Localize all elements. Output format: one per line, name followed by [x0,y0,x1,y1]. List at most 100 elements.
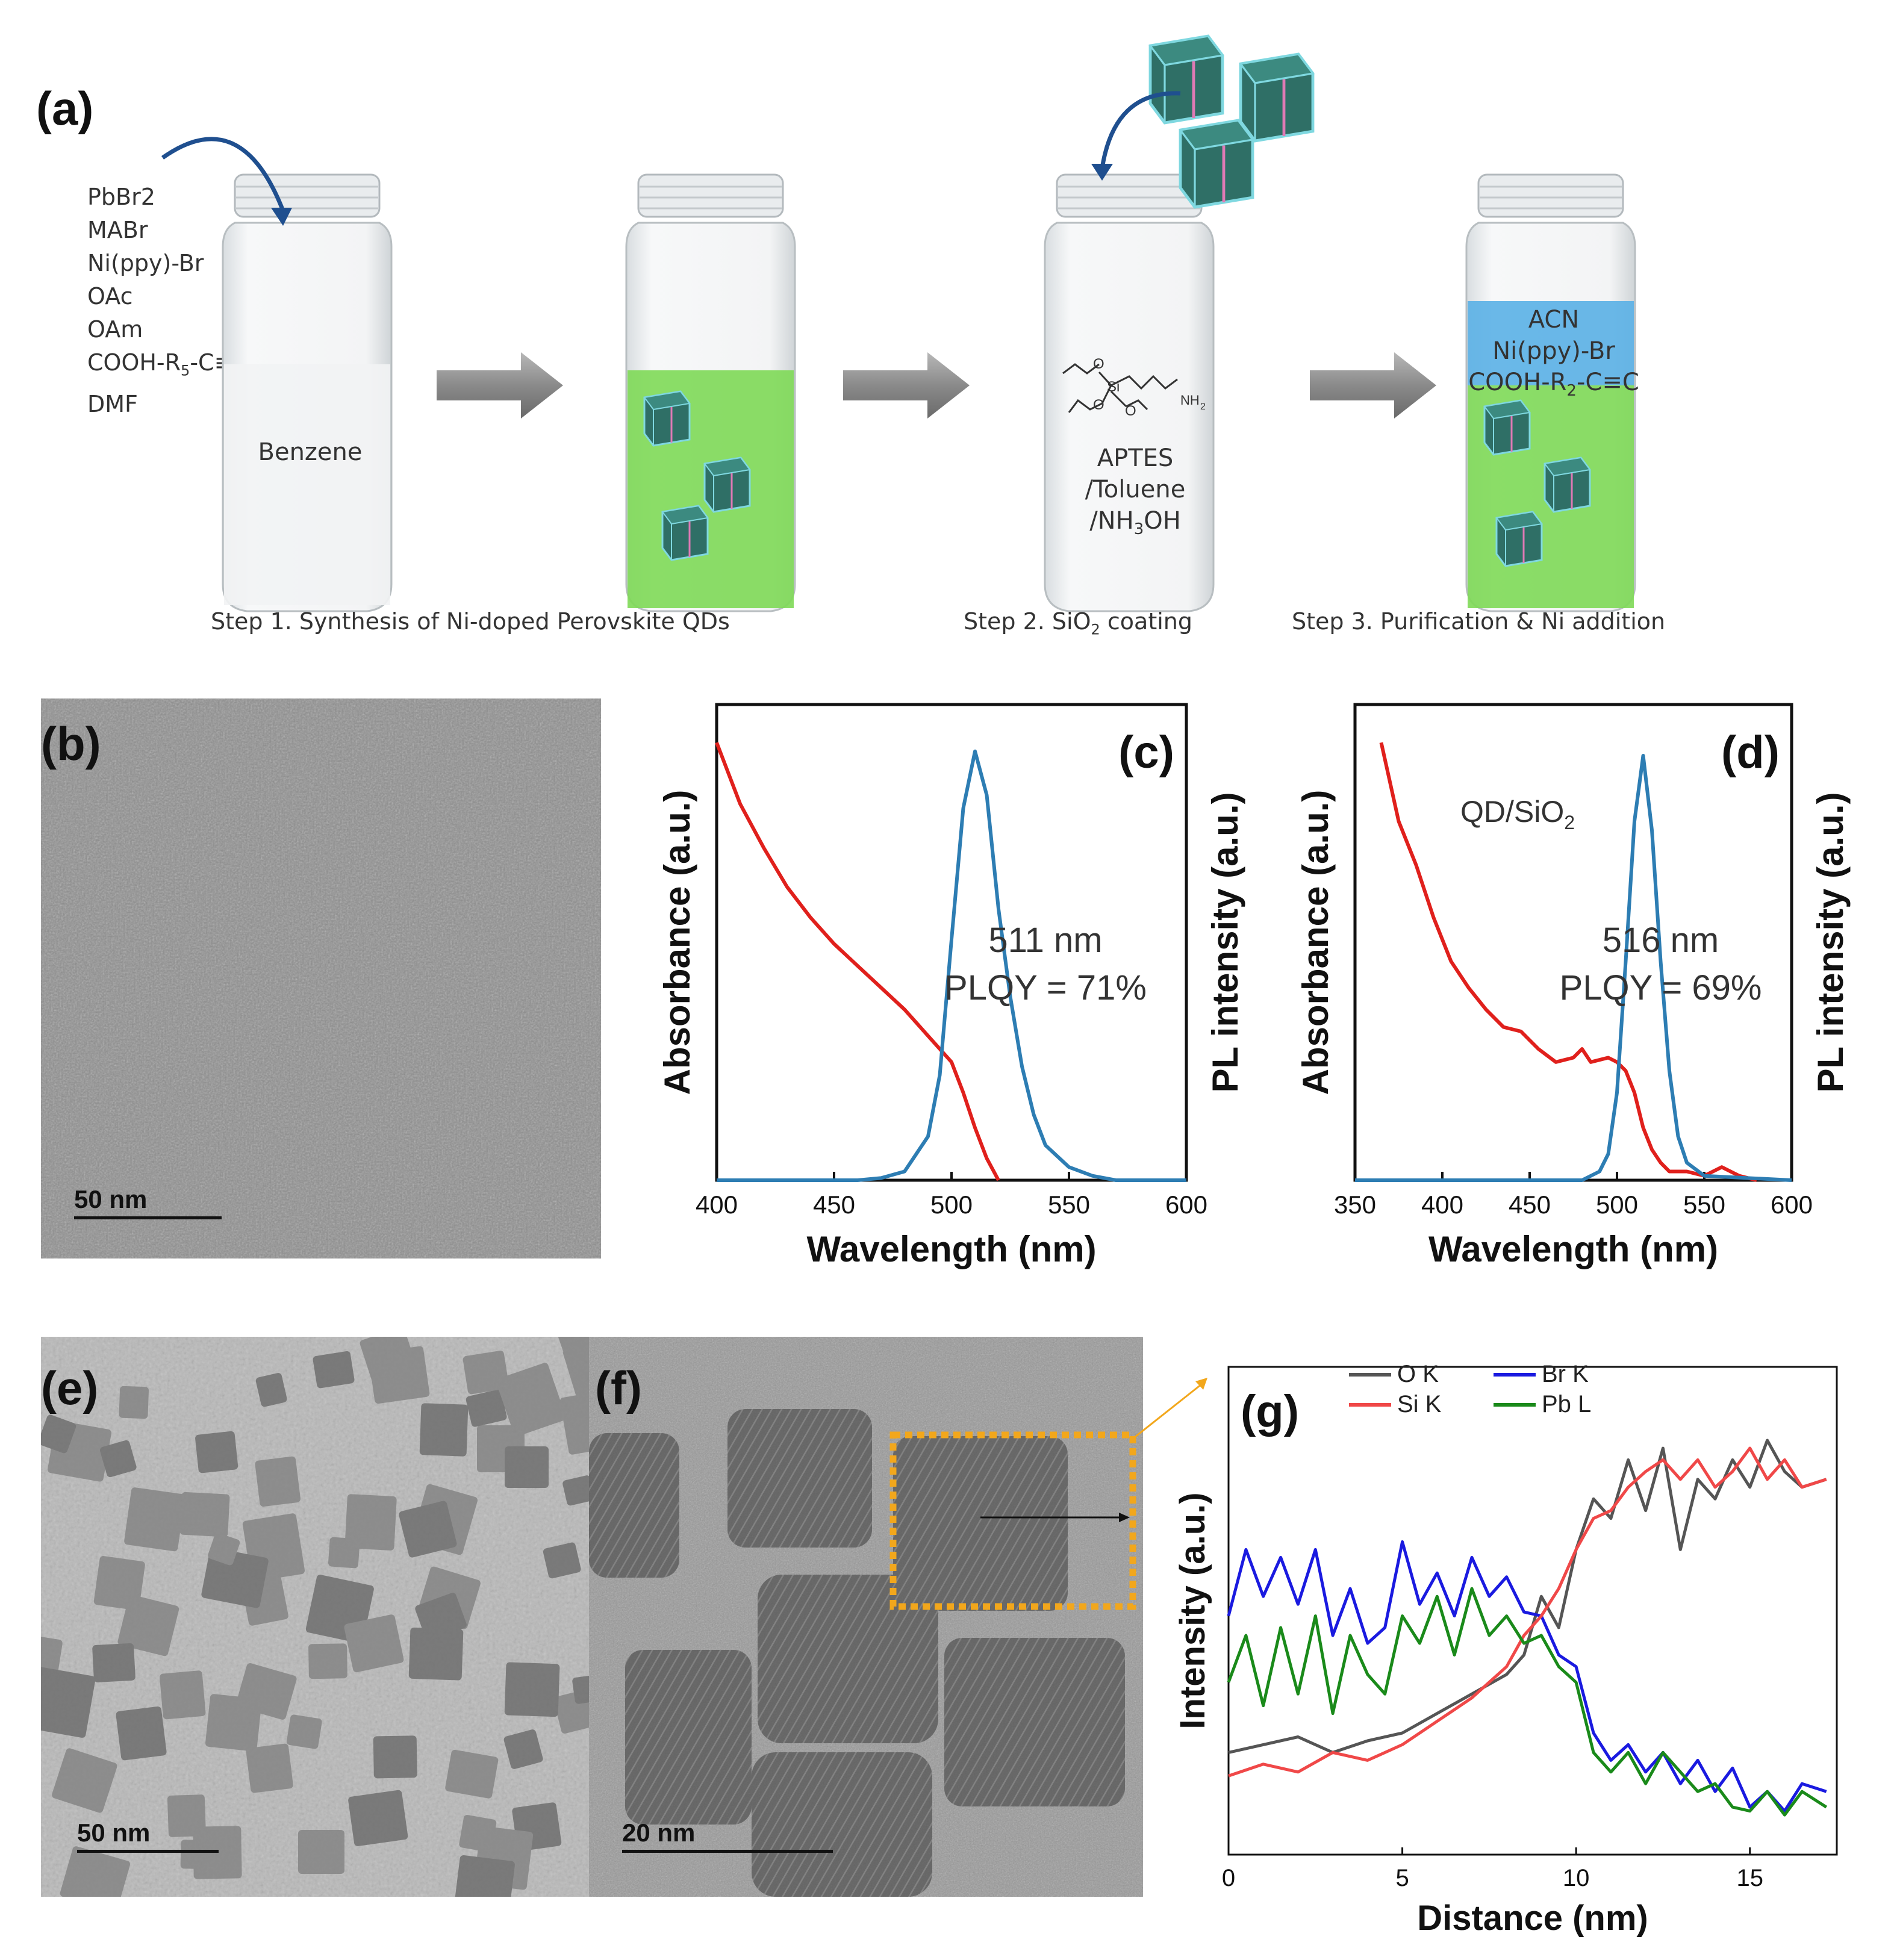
nanocube [208,1532,240,1566]
synthesis-scheme: O Si O O NH 2 [161,0,1636,612]
series-line-o-k [1228,1439,1827,1754]
peak-annotation: 511 nm [988,921,1102,960]
nanocube [543,1542,581,1579]
reagent-item: DMF [87,390,138,417]
svg-text:O: O [1093,397,1104,413]
nanocube [41,1414,76,1454]
svg-text:Si: Si [1107,379,1120,395]
chart-g: 0 5 10 15 O K Br K Si K Pb L (g) Distance (nm) Int… [1173,1361,1838,1938]
step-1-caption: Step 1. Synthesis of Ni-doped Perovskite… [211,608,730,635]
nanocube [246,1743,293,1793]
nanocube [348,1790,408,1846]
svg-text:O: O [1093,356,1104,372]
nanocube [505,1446,549,1488]
plot-frame [1227,1366,1838,1856]
svg-text:NH: NH [1180,393,1200,408]
nanocube [555,1337,589,1358]
svg-text:O: O [1125,403,1136,419]
panel-letter-e: (e) [41,1361,99,1414]
block-arrow-1 [437,352,563,418]
nanocube [504,1662,560,1717]
nanocube [559,1389,589,1455]
nanocube [415,1593,467,1641]
nanocube [298,1830,344,1874]
nanocube [399,1501,457,1558]
nanocube [195,1431,238,1473]
curved-arrow-1 [161,137,285,212]
nanocube [445,1749,499,1799]
scale-bar-label: 50 nm [77,1818,151,1847]
peak-annotation: 516 nm [1603,921,1719,960]
step-2-caption: Step 2. SiO2 coating [964,608,1192,638]
zoom-connector [1132,1378,1207,1440]
panel-letter: (d) [1721,727,1780,778]
x-tick-label: 400 [696,1190,738,1219]
scale-bar [622,1850,833,1853]
x-tick-label: 550 [1683,1190,1725,1219]
nanocube [562,1475,589,1506]
x-tick-label: 550 [1048,1190,1090,1219]
panel-letter: (g) [1241,1386,1299,1437]
panel-letter: (c) [1118,727,1174,778]
vial-4-label: ACN Ni(ppy)-Br COOH-R2-C≡C [1468,306,1639,400]
tem-texture [41,1337,589,1897]
arrowhead-icon [1119,1513,1130,1522]
nanocube [201,1548,269,1608]
x-tick-label: 600 [1165,1190,1207,1219]
block-arrow-3 [1310,352,1436,418]
selection-box [889,1431,1136,1610]
curved-arrow-2 [1100,91,1181,169]
nanocube [344,1494,397,1551]
nanocube [117,1594,179,1657]
legend-label: Pb L [1542,1391,1591,1417]
y-axis-label-right: PL intensity (a.u.) [1205,792,1245,1093]
vial-3-label: APTES /Toluene /NH3OH [1085,444,1186,538]
nanocube [124,1487,185,1552]
nanocube [255,1373,287,1407]
vial-1-label: Benzene [258,438,363,466]
nanocube-particles [589,1409,1125,1897]
series-line-pb-l [1227,1587,1828,1817]
y-axis-label: Intensity (a.u.) [1173,1492,1212,1729]
nanocube [368,1346,430,1404]
y-axis-label-left: Absorbance (a.u.) [1295,790,1336,1095]
series-line-1 [1355,754,1792,1182]
x-tick-label: 350 [1334,1190,1376,1219]
nanocube [572,1674,589,1704]
reagent-item: PbBr2 [87,184,155,210]
scale-bar [74,1216,222,1219]
nanocube [160,1670,206,1720]
nanocube [60,1846,131,1897]
x-axis-label: Wavelength (nm) [1428,1229,1718,1269]
series-line-0 [1379,742,1757,1182]
series-line-br-k [1227,1540,1827,1813]
nanocube [496,1363,566,1437]
panel-b-tem-image: (b) 50 nm [41,698,601,1258]
reagent-item: Ni(ppy)-Br [87,250,204,276]
x-tick-label: 15 [1736,1865,1763,1891]
vial-4 [1465,173,1636,612]
vial-1 [222,173,393,612]
block-arrow-2 [843,352,970,418]
reagent-item: OAm [87,316,143,343]
nanocube [52,1748,117,1813]
nanocube [308,1643,347,1679]
nanocube [503,1729,543,1769]
nanocube [344,1614,404,1673]
x-axis-label: Wavelength (nm) [806,1229,1096,1269]
y-axis-label-right: PL intensity (a.u.) [1810,792,1851,1093]
panel-e-tem-image: (e) 50 nm [41,1337,589,1897]
x-axis-label: Distance (nm) [1417,1899,1648,1938]
chart-d: 350 400 450 500 550 600 Wavelength (nm) Absorba… [1295,703,1851,1269]
panel-letter-f: (f) [595,1361,642,1414]
arrowhead-icon [271,208,292,226]
nanocube [373,1735,417,1779]
nanocube [100,1440,137,1478]
series-line-0 [715,742,1000,1181]
scale-bar-label: 50 nm [74,1185,148,1213]
tem-texture [589,1337,1143,1897]
series-line-si-k [1228,1446,1827,1778]
arrowhead-icon [1091,164,1113,181]
nanocube [255,1456,301,1507]
panel-letter-a: (a) [36,82,94,135]
